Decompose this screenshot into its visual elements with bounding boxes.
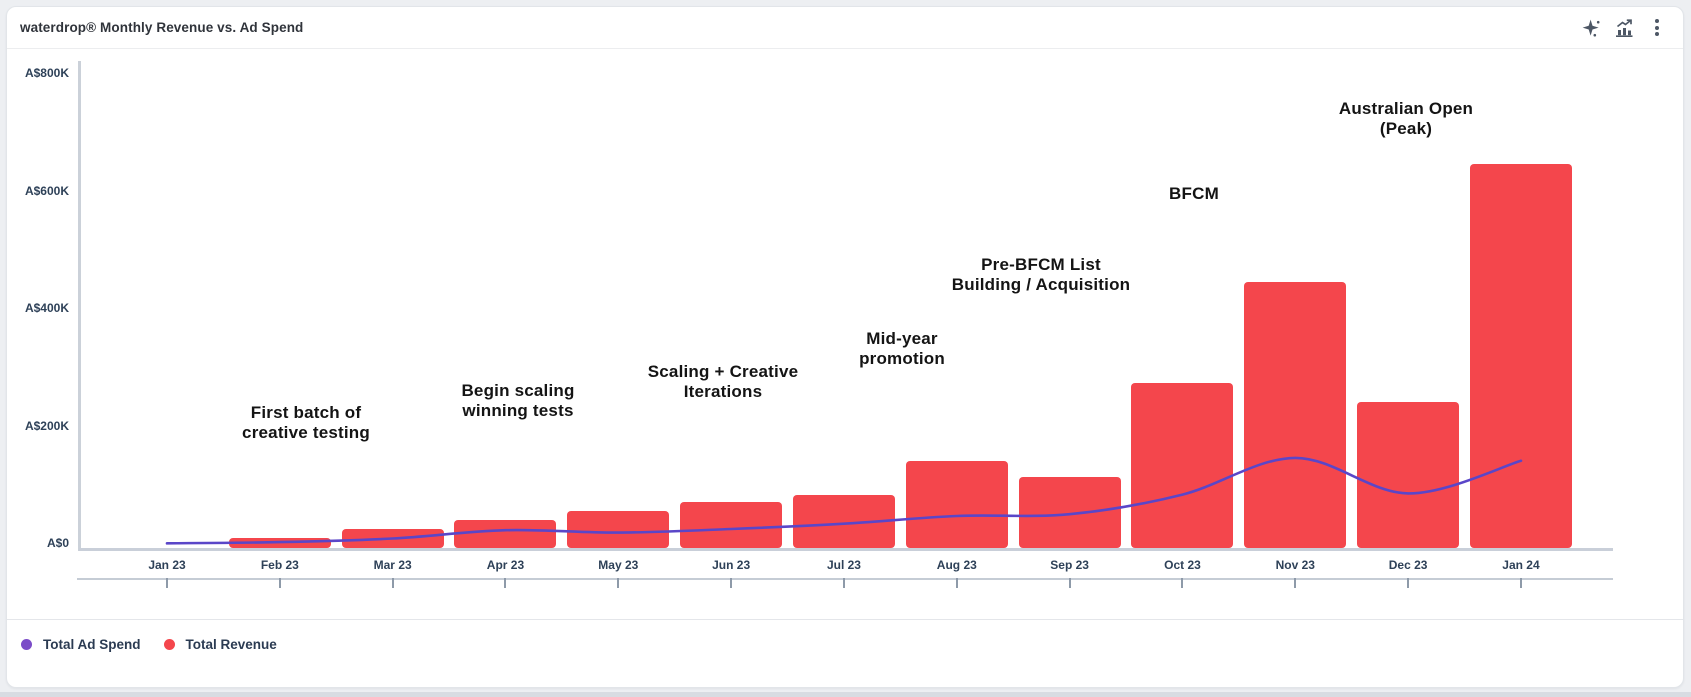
kebab-dots (1655, 19, 1659, 36)
legend-label: Total Ad Spend (43, 636, 141, 652)
y-axis-line (78, 61, 81, 551)
x-axis-tick (391, 578, 394, 588)
x-axis-tick (1068, 578, 1071, 588)
revenue-bar-jan-24[interactable] (1469, 163, 1572, 548)
annotation-label: BFCM (1169, 184, 1219, 203)
x-axis-label: Jan 23 (148, 558, 186, 572)
x-axis-label: Aug 23 (936, 558, 977, 572)
x-axis-label: Jan 24 (1502, 558, 1540, 572)
legend-divider (7, 619, 1683, 620)
x-axis-tick (1407, 578, 1410, 588)
card-header: waterdrop® Monthly Revenue vs. Ad Spend (7, 7, 1683, 49)
revenue-bar-aug-23[interactable] (905, 460, 1008, 548)
x-axis-label: Mar 23 (373, 558, 412, 572)
x-axis-tick (617, 578, 620, 588)
legend-item-total-ad-spend[interactable]: Total Ad Spend (21, 637, 141, 652)
revenue-bar-jul-23[interactable] (792, 495, 895, 548)
legend-dot (21, 638, 32, 650)
legend-label: Total Revenue (185, 636, 277, 652)
y-axis-label: A$0 (46, 536, 69, 550)
legend-item-total-revenue[interactable]: Total Revenue (163, 636, 277, 652)
ai-sparkle-icon[interactable] (1579, 16, 1603, 40)
scrollbar-axis-line[interactable] (77, 578, 1613, 580)
header-actions (1579, 16, 1669, 40)
revenue-bar-may-23[interactable] (567, 510, 670, 548)
kebab-menu-icon[interactable] (1645, 16, 1669, 40)
revenue-bar-feb-23[interactable] (228, 537, 331, 548)
chart-legend: Total Ad Spend Total Revenue (21, 628, 277, 660)
x-axis-tick (1519, 578, 1522, 588)
x-axis-tick (730, 578, 733, 588)
revenue-bar-jun-23[interactable] (680, 501, 783, 548)
x-axis-tick (955, 578, 958, 588)
revenue-bar-oct-23[interactable] (1131, 382, 1234, 548)
x-axis-label: Sep 23 (1050, 558, 1089, 572)
annotation-label: Australian Open (Peak) (1338, 99, 1474, 138)
revenue-bar-dec-23[interactable] (1357, 402, 1460, 548)
legend-dot (163, 638, 175, 650)
annotation-label: First batch of creative testing (242, 403, 370, 442)
x-axis-tick (842, 578, 845, 588)
annotation-label: Scaling + Creative Iterations (647, 362, 799, 401)
x-axis-tick (1294, 578, 1297, 588)
x-axis-label: Jun 23 (712, 558, 751, 572)
x-axis-tick (166, 578, 168, 588)
x-axis-label: Nov 23 (1275, 558, 1315, 572)
next-card-edge (0, 692, 1691, 697)
y-axis-label: A$600K (24, 183, 69, 198)
revenue-bar-mar-23[interactable] (341, 529, 444, 548)
x-axis-label: Jul 23 (826, 558, 861, 572)
x-axis-tick (278, 578, 281, 588)
x-axis-label: May 23 (598, 558, 639, 572)
x-axis-label: Feb 23 (260, 558, 299, 572)
x-axis-tick (504, 578, 507, 588)
chart-title: waterdrop® Monthly Revenue vs. Ad Spend (20, 20, 304, 35)
annotation-label: Pre-BFCM List Building / Acquisition (951, 255, 1131, 294)
y-axis-label: A$800K (24, 66, 69, 80)
x-axis-tick (1181, 578, 1184, 588)
revenue-bar-apr-23[interactable] (454, 519, 557, 548)
revenue-bar-nov-23[interactable] (1244, 281, 1347, 548)
y-axis-label: A$400K (24, 301, 69, 315)
x-axis-label: Dec 23 (1388, 558, 1428, 572)
x-axis-label: Oct 23 (1164, 558, 1201, 572)
annotation-label: Begin scaling winning tests (461, 381, 575, 420)
revenue-bar-sep-23[interactable] (1018, 476, 1121, 548)
annotation-label: Mid-year promotion (859, 329, 945, 368)
x-axis-label: Apr 23 (486, 558, 525, 572)
x-axis-line (79, 548, 1613, 551)
chart-card: waterdrop® Monthly Revenue vs. Ad Spend (6, 6, 1684, 688)
y-axis-label: A$200K (24, 418, 69, 433)
chart-insights-icon[interactable] (1612, 16, 1636, 40)
